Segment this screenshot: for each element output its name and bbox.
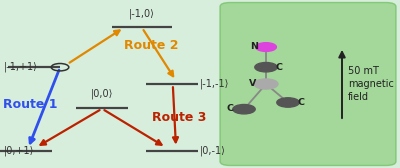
Text: Route 3: Route 3 xyxy=(152,111,206,124)
Text: N: N xyxy=(250,42,258,51)
Circle shape xyxy=(255,62,277,72)
Text: 50 mT
magnetic
field: 50 mT magnetic field xyxy=(348,66,394,102)
Text: Route 1: Route 1 xyxy=(3,98,58,111)
Text: Route 2: Route 2 xyxy=(124,39,178,52)
FancyBboxPatch shape xyxy=(220,3,396,165)
Text: |0,+1⟩: |0,+1⟩ xyxy=(4,146,34,156)
Circle shape xyxy=(277,98,299,107)
Text: |0,-1⟩: |0,-1⟩ xyxy=(200,146,226,156)
Text: |-1,0⟩: |-1,0⟩ xyxy=(129,8,155,19)
Circle shape xyxy=(254,79,278,89)
Text: C: C xyxy=(297,98,304,107)
Text: C: C xyxy=(227,104,234,113)
Circle shape xyxy=(233,104,255,114)
Text: |0,0⟩: |0,0⟩ xyxy=(91,89,113,99)
Circle shape xyxy=(256,43,276,51)
Text: |-1,+1⟩: |-1,+1⟩ xyxy=(4,62,38,72)
Text: |-1,-1⟩: |-1,-1⟩ xyxy=(200,79,229,89)
Text: C: C xyxy=(275,63,282,72)
Text: V: V xyxy=(249,79,256,88)
